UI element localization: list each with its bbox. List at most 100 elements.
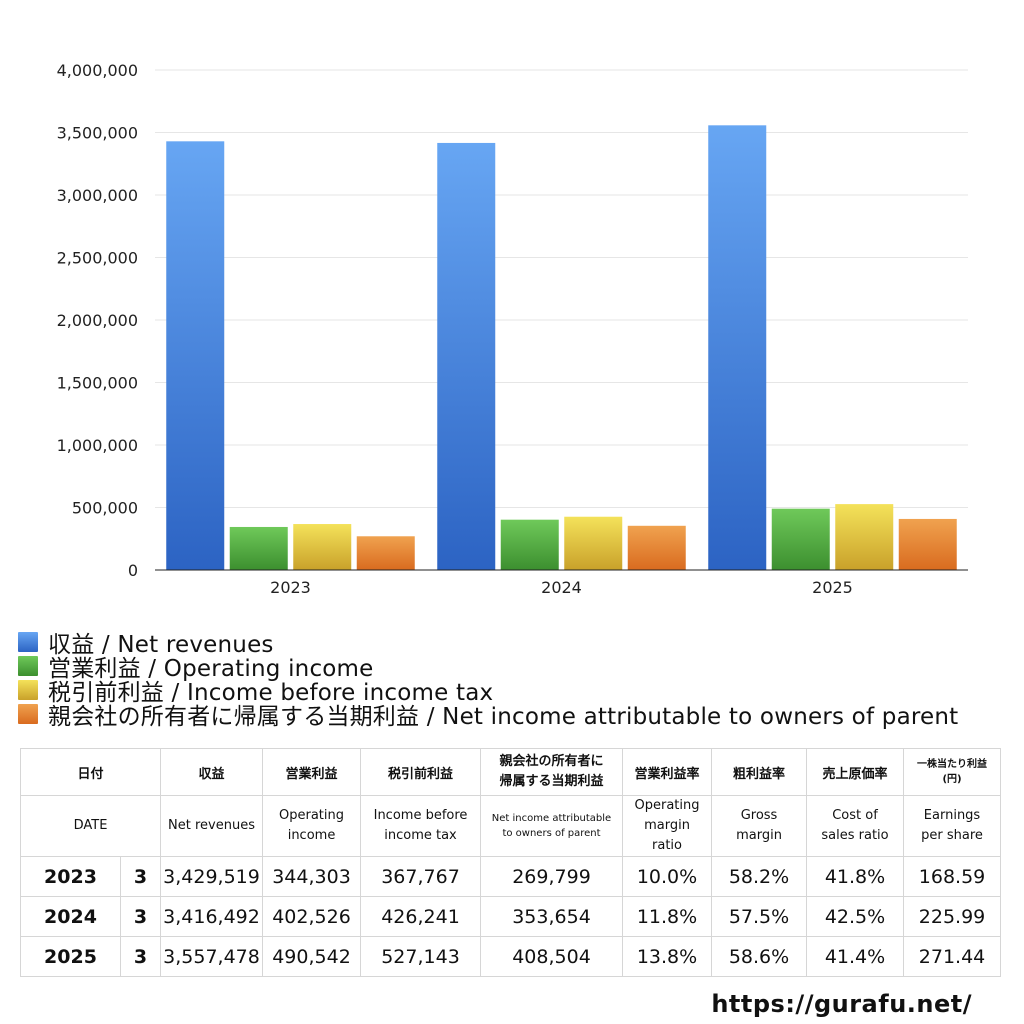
bar-2025-series-1 <box>708 125 767 570</box>
cell-op-margin: 10.0% <box>622 856 713 897</box>
x-axis-ticks: 2023 2024 2025 <box>270 578 853 597</box>
cell-year: 2024 <box>20 896 121 937</box>
header-eps-en: Earnings per share <box>903 795 1002 857</box>
header-date-jp: 日付 <box>19 748 162 796</box>
bar-2024-series-1 <box>437 142 496 570</box>
cell-net: 408,504 <box>480 936 624 977</box>
bar-2025-series-3 <box>835 504 894 570</box>
cell-month: 3 <box>119 936 162 977</box>
header-eps-en-line1: Earnings <box>923 808 981 823</box>
bar-2024-series-4 <box>627 525 686 570</box>
header-op-margin-en-line2: margin <box>644 818 690 833</box>
header-operating-en-line1: Operating <box>279 808 345 823</box>
bar-2025-series-2 <box>771 508 830 570</box>
header-revenues-jp: 収益 <box>160 748 264 796</box>
legend-swatch <box>18 632 38 652</box>
table-row: 2024 3 3,416,492 402,526 426,241 353,654… <box>20 896 1002 937</box>
cell-month: 3 <box>119 856 162 897</box>
header-cost-jp: 売上原価率 <box>806 748 905 796</box>
header-net-en-line1: Net income attributable <box>491 813 612 824</box>
table-row: 2025 3 3,557,478 490,542 527,143 408,504… <box>20 936 1002 977</box>
legend-item-net-revenues: 収益 / Net revenues <box>18 630 958 658</box>
header-op-margin-en-line1: Operating <box>634 798 700 813</box>
header-pretax-en-line1: Income before <box>373 808 468 823</box>
header-net-jp-line1: 親会社の所有者に <box>499 754 604 769</box>
header-op-margin-jp: 営業利益率 <box>622 748 713 796</box>
legend: 収益 / Net revenues 営業利益 / Operating incom… <box>18 630 958 730</box>
table-header-en: DATE Net revenues Operating income Incom… <box>19 795 1002 857</box>
y-tick-label: 3,500,000 <box>57 124 138 143</box>
header-op-margin-en-line3: ratio <box>652 838 682 853</box>
header-eps-jp-line2: (円) <box>942 774 962 785</box>
table-header-jp: 日付 収益 営業利益 税引前利益 親会社の所有者に 帰属する当期利益 営業利益率… <box>19 748 1002 796</box>
legend-item-income-before-tax: 税引前利益 / Income before income tax <box>18 678 958 706</box>
cell-eps: 225.99 <box>903 896 1002 937</box>
header-op-margin-en: Operating margin ratio <box>622 795 713 857</box>
cell-op-margin: 11.8% <box>622 896 713 937</box>
header-eps-en-line2: per share <box>921 828 983 843</box>
legend-swatch <box>18 656 38 676</box>
header-eps-jp-line1: 一株当たり利益 <box>917 759 988 770</box>
cell-net: 353,654 <box>480 896 624 937</box>
header-revenues-en: Net revenues <box>160 795 264 857</box>
y-tick-label: 2,000,000 <box>57 311 138 330</box>
table-row: 2023 3 3,429,519 344,303 367,767 269,799… <box>20 856 1002 897</box>
header-pretax-en: Income before income tax <box>360 795 482 857</box>
y-tick-label: 0 <box>128 561 138 580</box>
bar-2023-series-4 <box>356 536 415 570</box>
cell-pretax: 527,143 <box>360 936 482 977</box>
legend-label: 税引前利益 / Income before income tax <box>48 680 494 706</box>
legend-swatch <box>18 680 38 700</box>
cell-cost: 42.5% <box>806 896 905 937</box>
cell-pretax: 367,767 <box>360 856 482 897</box>
header-cost-en-line2: sales ratio <box>821 828 889 843</box>
bars <box>166 125 957 570</box>
bar-2024-series-3 <box>564 516 623 570</box>
legend-label: 営業利益 / Operating income <box>48 656 374 682</box>
header-net-jp: 親会社の所有者に 帰属する当期利益 <box>480 748 624 796</box>
y-axis-ticks: 0 500,000 1,000,000 1,500,000 2,000,000 2,500… <box>57 61 138 580</box>
legend-swatch <box>18 704 38 724</box>
cell-gross: 58.2% <box>711 856 808 897</box>
cell-cost: 41.4% <box>806 936 905 977</box>
site-url: https://gurafu.net/ <box>711 990 972 1018</box>
legend-item-operating-income: 営業利益 / Operating income <box>18 654 958 682</box>
header-operating-jp: 営業利益 <box>262 748 362 796</box>
header-pretax-en-line2: income tax <box>384 828 457 843</box>
cell-revenues: 3,429,519 <box>160 856 264 897</box>
y-tick-label: 1,000,000 <box>57 436 138 455</box>
legend-label: 親会社の所有者に帰属する当期利益 / Net income attributab… <box>48 704 959 730</box>
cell-operating: 402,526 <box>262 896 362 937</box>
grid-lines <box>155 69 968 508</box>
bar-2024-series-2 <box>500 519 559 570</box>
header-cost-en-line1: Cost of <box>832 808 878 823</box>
cell-eps: 271.44 <box>903 936 1002 977</box>
y-tick-label: 2,500,000 <box>57 249 138 268</box>
cell-gross: 57.5% <box>711 896 808 937</box>
header-operating-en: Operating income <box>262 795 362 857</box>
x-tick-label: 2025 <box>812 578 853 597</box>
y-tick-label: 3,000,000 <box>57 186 138 205</box>
x-tick-label: 2024 <box>541 578 582 597</box>
cell-year: 2023 <box>20 856 121 897</box>
cell-cost: 41.8% <box>806 856 905 897</box>
cell-net: 269,799 <box>480 856 624 897</box>
y-tick-label: 4,000,000 <box>57 61 138 80</box>
header-gross-en-line2: margin <box>736 828 782 843</box>
header-gross-en-line1: Gross <box>740 808 778 823</box>
header-pretax-jp: 税引前利益 <box>360 748 482 796</box>
cell-gross: 58.6% <box>711 936 808 977</box>
cell-operating: 490,542 <box>262 936 362 977</box>
header-eps-jp: 一株当たり利益 (円) <box>903 748 1002 796</box>
x-tick-label: 2023 <box>270 578 311 597</box>
bar-2023-series-1 <box>166 141 225 570</box>
cell-eps: 168.59 <box>903 856 1002 897</box>
y-tick-label: 1,500,000 <box>57 374 138 393</box>
legend-label: 収益 / Net revenues <box>48 632 274 658</box>
cell-revenues: 3,557,478 <box>160 936 264 977</box>
bar-chart: 0 500,000 1,000,000 1,500,000 2,000,000 2,500… <box>57 61 968 597</box>
header-date-en: DATE <box>19 795 162 857</box>
header-gross-jp: 粗利益率 <box>711 748 808 796</box>
header-operating-en-line2: income <box>287 828 336 843</box>
legend-item-net-income: 親会社の所有者に帰属する当期利益 / Net income attributab… <box>18 702 958 730</box>
